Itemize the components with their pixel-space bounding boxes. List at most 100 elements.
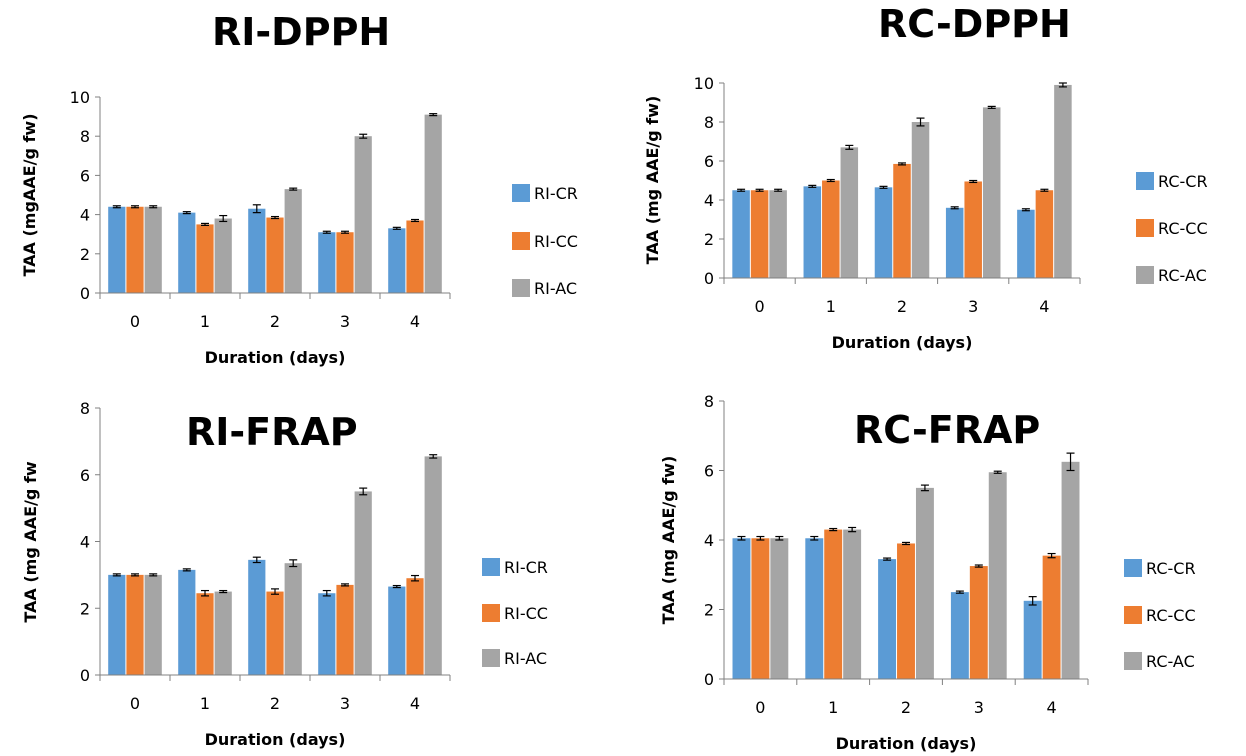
bar <box>732 190 750 278</box>
bar <box>840 147 859 278</box>
bar <box>1054 84 1072 278</box>
legend-swatch <box>1124 559 1142 577</box>
bar <box>1042 555 1061 679</box>
bar <box>988 472 1007 679</box>
x-tick-label: 2 <box>897 297 907 316</box>
x-tick-label: 4 <box>1047 698 1057 717</box>
x-tick-label: 4 <box>1039 297 1049 316</box>
bar <box>266 217 284 293</box>
legend-label: RC-CR <box>1158 172 1208 191</box>
x-tick-label: 2 <box>270 312 280 331</box>
bar <box>874 187 893 278</box>
bar <box>824 529 843 679</box>
bar <box>318 232 336 293</box>
legend-label: RI-AC <box>534 279 577 298</box>
legend-label: RI-CR <box>504 558 548 577</box>
bar <box>750 190 769 278</box>
bar <box>406 578 424 675</box>
x-tick-label: 3 <box>340 312 350 331</box>
bar <box>893 163 911 278</box>
y-tick-label: 10 <box>70 88 90 107</box>
bar <box>1017 209 1035 278</box>
bar <box>144 206 162 293</box>
legend-swatch <box>1136 219 1154 237</box>
x-tick-label: 2 <box>270 694 280 713</box>
y-tick-label: 8 <box>704 392 714 411</box>
x-tick-label: 0 <box>130 312 140 331</box>
x-tick-label: 4 <box>410 312 420 331</box>
legend-label: RC-AC <box>1146 652 1195 671</box>
bar <box>1023 600 1042 679</box>
y-tick-label: 0 <box>80 666 90 685</box>
y-tick-label: 2 <box>80 599 90 618</box>
y-tick-label: 8 <box>80 399 90 418</box>
bar <box>732 538 751 679</box>
legend-label: RC-CC <box>1158 219 1208 238</box>
chart-panel-ri-dpph: RI-DPPH 0 2 4 6 8 10 0 1 2 3 4 Duration (days) TAA (… <box>0 0 620 378</box>
chart-title: RC-DPPH <box>878 2 1071 46</box>
chart-title: RC-FRAP <box>854 408 1041 452</box>
legend-swatch <box>1124 606 1142 624</box>
bar <box>196 593 214 675</box>
x-tick-label: 0 <box>755 698 765 717</box>
y-tick-label: 4 <box>704 191 714 210</box>
y-tick-label: 2 <box>704 230 714 249</box>
legend-label: RI-CC <box>504 604 548 623</box>
bar <box>248 208 266 293</box>
bar <box>911 122 930 278</box>
y-axis-label: TAA (mg AAE/g fw) <box>659 456 678 625</box>
y-tick-label: 6 <box>704 152 714 171</box>
legend-label: RI-CC <box>534 232 578 251</box>
bar <box>406 220 424 293</box>
x-axis-label: Duration (days) <box>832 333 973 352</box>
chart-panel-ri-frap: RI-FRAP 0 2 4 6 8 0 1 2 3 4 Duration (days) TAA (mg… <box>0 378 620 756</box>
x-tick-label: 0 <box>755 297 765 316</box>
bar <box>822 180 840 278</box>
x-tick-label: 1 <box>200 312 210 331</box>
bar <box>803 186 822 278</box>
legend-swatch <box>1124 652 1142 670</box>
y-axis-label: TAA (mg AAE/g fw <box>21 461 40 623</box>
y-tick-label: 8 <box>704 113 714 132</box>
bar <box>108 574 126 675</box>
bar <box>354 491 372 675</box>
y-tick-label: 8 <box>80 127 90 146</box>
bar <box>284 189 302 293</box>
bar <box>336 232 354 293</box>
bar <box>805 538 824 679</box>
y-tick-label: 0 <box>704 670 714 689</box>
x-tick-label: 3 <box>968 297 978 316</box>
y-tick-label: 6 <box>704 462 714 481</box>
chart-title: RI-FRAP <box>186 410 358 454</box>
y-tick-label: 2 <box>704 601 714 620</box>
bar <box>751 538 770 679</box>
chart-svg: 0 2 4 6 8 10 0 1 2 3 4 Duration (days) TAA (mgAAE/g … <box>20 88 578 367</box>
chart-title: RI-DPPH <box>212 10 391 54</box>
bar <box>126 206 144 293</box>
x-axis-label: Duration (days) <box>836 734 977 753</box>
y-tick-label: 4 <box>704 531 714 550</box>
bar <box>214 218 232 293</box>
bar <box>915 487 934 679</box>
y-tick-label: 6 <box>80 166 90 185</box>
x-axis-label: Duration (days) <box>205 730 346 749</box>
x-tick-label: 3 <box>974 698 984 717</box>
bar <box>126 574 144 675</box>
legend-swatch <box>482 558 500 576</box>
y-tick-label: 6 <box>80 466 90 485</box>
legend-swatch <box>512 279 530 297</box>
bar <box>388 228 406 293</box>
chart-svg: 0 2 4 6 8 10 0 1 2 3 4 Duration (days) TAA (mg AAE/g… <box>643 74 1208 352</box>
bar <box>144 574 162 675</box>
bar <box>266 591 284 675</box>
legend-label: RC-AC <box>1158 266 1207 285</box>
legend-swatch <box>1136 172 1154 190</box>
x-tick-label: 1 <box>826 297 836 316</box>
chart-panel-rc-dpph: RC-DPPH 0 2 4 6 8 10 0 1 2 3 4 Duration (days) TAA (… <box>624 0 1246 378</box>
legend-swatch <box>1136 266 1154 284</box>
y-tick-label: 4 <box>80 533 90 552</box>
bar <box>354 136 372 293</box>
bar <box>969 566 988 679</box>
bar <box>950 592 969 679</box>
bar <box>178 569 196 675</box>
